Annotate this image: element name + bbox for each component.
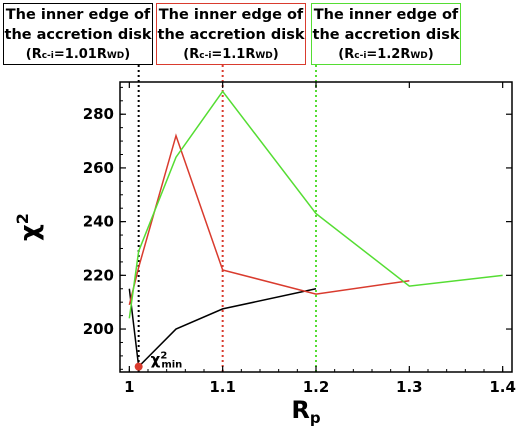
- x-tick-label: 1.4: [489, 378, 516, 396]
- callout-red: The inner edge of the accretion disk (Rc…: [156, 3, 306, 65]
- callout-line2: the accretion disk: [312, 27, 460, 43]
- callout-green: The inner edge of the accretion disk (Rc…: [311, 3, 461, 65]
- x-axis-label: Rp: [291, 396, 320, 426]
- series-line-1: [128, 133, 410, 306]
- callout-radius-label: (Rc-i=1.1RWD): [183, 47, 279, 62]
- y-tick-label: 200: [83, 320, 114, 338]
- chi-square-min-point: [134, 362, 143, 371]
- x-tick-label: 1.2: [303, 378, 330, 396]
- series-line-0: [128, 288, 317, 369]
- y-tick-label: 240: [83, 213, 114, 231]
- callout-line1: The inner edge of: [313, 7, 459, 23]
- callout-line2: the accretion disk: [157, 27, 305, 43]
- y-tick-label: 260: [83, 159, 114, 177]
- x-tick-label: 1.1: [209, 378, 236, 396]
- y-axis-label: χ2: [13, 213, 45, 241]
- callout-line1: The inner edge of: [5, 7, 151, 23]
- series-line-2: [128, 90, 503, 319]
- callout-radius-label: (Rc-i=1.2RWD): [338, 47, 434, 62]
- callout-line2: the accretion disk: [4, 27, 152, 43]
- x-tick-label: 1.3: [396, 378, 423, 396]
- callout-radius-label: (Rc-i=1.01RWD): [25, 47, 131, 62]
- x-tick-label: 1: [124, 378, 134, 396]
- callout-line1: The inner edge of: [158, 7, 304, 23]
- y-tick-label: 280: [83, 105, 114, 123]
- callout-black: The inner edge of the accretion disk (Rc…: [3, 3, 153, 65]
- y-tick-label: 220: [83, 266, 114, 284]
- chi-square-min-label: χ2 min: [151, 351, 183, 371]
